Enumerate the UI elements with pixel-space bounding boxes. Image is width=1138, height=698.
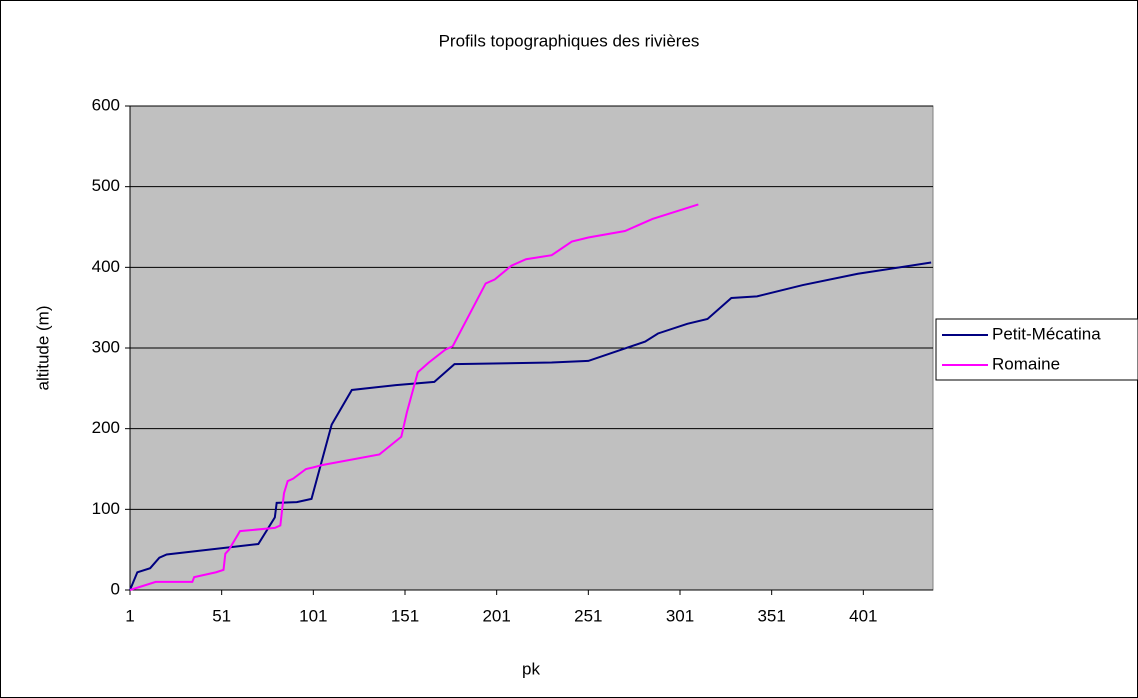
x-tick-label: 351 xyxy=(757,606,785,625)
x-tick-label: 151 xyxy=(391,606,419,625)
legend-label: Petit-Mécatina xyxy=(992,324,1101,343)
x-axis-label: pk xyxy=(522,659,540,678)
y-axis-label: altitude (m) xyxy=(33,305,52,390)
y-tick-label: 600 xyxy=(92,95,120,114)
x-tick-label: 301 xyxy=(666,606,694,625)
y-tick-label: 200 xyxy=(92,418,120,437)
series-line xyxy=(129,261,932,591)
y-tick-label: 400 xyxy=(92,257,120,276)
x-tick-label: 101 xyxy=(299,606,327,625)
legend-label: Romaine xyxy=(992,354,1060,373)
y-tick-label: 300 xyxy=(92,337,120,356)
y-tick-label: 0 xyxy=(111,579,120,598)
y-tick-label: 500 xyxy=(92,176,120,195)
y-tick-label: 100 xyxy=(92,499,120,518)
legend-box xyxy=(935,318,1138,381)
x-tick-label: 251 xyxy=(574,606,602,625)
chart-title: Profils topographiques des rivières xyxy=(439,31,700,50)
series-line xyxy=(129,203,699,591)
x-tick-label: 1 xyxy=(125,606,134,625)
x-tick-label: 401 xyxy=(849,606,877,625)
x-tick-label: 51 xyxy=(212,606,231,625)
x-tick-label: 201 xyxy=(482,606,510,625)
